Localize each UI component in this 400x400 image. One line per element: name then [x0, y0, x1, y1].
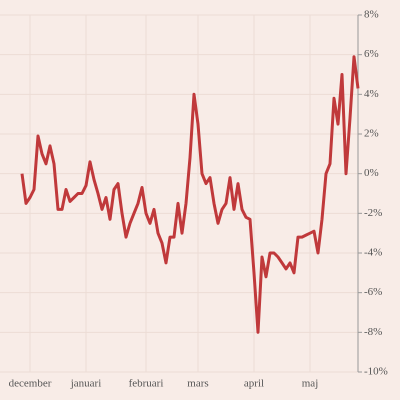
y-tick-label: 4% — [364, 88, 379, 100]
y-tick-label: 8% — [364, 9, 379, 21]
y-tick-label: 2% — [364, 128, 379, 140]
x-tick-label: april — [244, 378, 264, 390]
x-tick-label: februari — [129, 378, 164, 390]
x-tick-label: december — [9, 378, 52, 390]
y-tick-label: -6% — [364, 286, 382, 298]
x-tick-label: januari — [70, 378, 102, 390]
y-tick-label: -2% — [364, 207, 382, 219]
y-tick-label: -4% — [364, 247, 382, 259]
y-tick-label: -8% — [364, 326, 382, 338]
x-tick-label: mars — [187, 378, 208, 390]
y-tick-label: -10% — [364, 366, 388, 378]
y-tick-label: 6% — [364, 48, 379, 60]
line — [20, 55, 360, 334]
x-tick-label: maj — [302, 378, 319, 390]
y-tick-label: 0% — [364, 167, 379, 179]
